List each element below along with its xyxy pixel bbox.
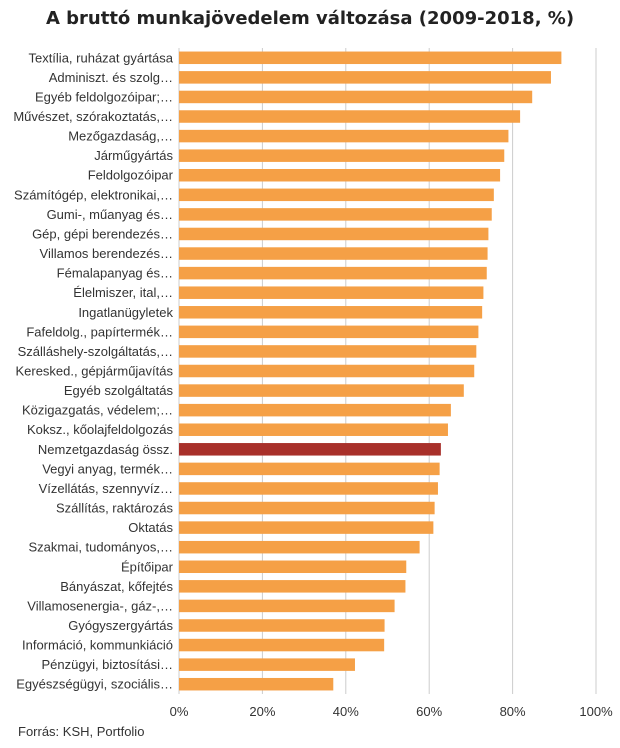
y-category-label: Adminiszt. és szolg…: [49, 70, 173, 85]
chart-title: A bruttó munkajövedelem változása (2009-…: [45, 8, 575, 29]
bar: [179, 384, 464, 397]
y-category-label: Egyészségügyi, szociális…: [16, 677, 173, 692]
y-category-label: Számítógép, elektronikai,…: [14, 187, 173, 202]
source-note: Forrás: KSH, Portfolio: [18, 724, 145, 739]
y-category-label: Egyéb szolgáltatás: [64, 383, 174, 398]
y-category-label: Építőipar: [121, 559, 174, 574]
bar: [179, 345, 477, 358]
bar: [179, 560, 407, 574]
bar: [179, 364, 475, 378]
y-category-label: Vegyi anyag, termék…: [42, 461, 173, 476]
y-category-label: Szakmai, tudományos,…: [28, 540, 173, 555]
y-category-label: Vízellátás, szennyvíz…: [39, 481, 173, 496]
x-tick-label: 80%: [500, 704, 526, 719]
bar: [179, 403, 451, 417]
bar: [179, 306, 483, 319]
bar: [179, 71, 551, 84]
bar: [179, 168, 501, 182]
y-category-label: Információ, kommunkiáció: [22, 638, 173, 653]
y-category-label: Ingatlanügyletek: [78, 305, 173, 320]
bar: [179, 286, 484, 299]
y-category-label: Mezőgazdaság,…: [68, 129, 173, 144]
y-category-label: Egyéb feldolgozóipar;…: [35, 89, 173, 104]
bar: [179, 501, 435, 515]
bar: [179, 90, 533, 104]
x-tick-label: 60%: [416, 704, 442, 719]
y-category-label: Gumi-, műanyag és…: [47, 207, 173, 222]
y-category-label: Keresked., gépjárműjavítás: [15, 364, 173, 379]
y-category-label: Élelmiszer, ital,…: [73, 285, 173, 300]
bar: [179, 521, 434, 534]
y-category-label: Gyógyszergyártás: [68, 618, 173, 633]
bar: [179, 227, 489, 241]
y-category-label: Szálláshely-szolgáltatás,…: [18, 344, 173, 359]
y-category-label: Közigazgatás, védelem;…: [22, 403, 173, 418]
bar: [179, 208, 492, 221]
y-category-label: Művészet, szórakoztatás,…: [13, 109, 173, 124]
y-category-label: Koksz., kőolajfeldolgozás: [27, 422, 173, 437]
y-category-label: Textília, ruházat gyártása: [28, 50, 173, 65]
bar: [179, 443, 441, 456]
x-tick-label: 20%: [249, 704, 275, 719]
y-category-label: Gép, gépi berendezés…: [32, 226, 173, 241]
y-category-label: Villamos berendezés…: [40, 246, 173, 261]
bar: [179, 423, 448, 436]
x-tick-label: 100%: [579, 704, 613, 719]
bar: [179, 129, 509, 143]
bar: [179, 580, 406, 593]
bar: [179, 110, 521, 123]
y-category-label: Fafeldolg., papírtermék…: [26, 324, 173, 339]
bar: [179, 325, 479, 339]
bar: [179, 658, 355, 671]
y-category-label: Nemzetgazdaság össz.: [38, 442, 173, 457]
y-category-label: Járműgyártás: [94, 148, 173, 163]
y-category-label: Szállítás, raktározás: [56, 501, 174, 516]
bar: [179, 619, 385, 632]
bar: [179, 677, 334, 691]
bar: [179, 51, 562, 65]
bar: [179, 188, 494, 202]
bar: [179, 638, 385, 652]
bar: [179, 247, 488, 260]
x-tick-label: 40%: [333, 704, 359, 719]
y-category-label: Fémalapanyag és…: [57, 266, 173, 281]
bar: [179, 149, 505, 162]
y-category-label: Oktatás: [128, 520, 173, 535]
y-category-label: Villamosenergia-, gáz-,…: [27, 598, 173, 613]
bar: [179, 462, 440, 476]
bar: [179, 540, 420, 554]
y-category-label: Feldolgozóipar: [88, 168, 174, 183]
bar: [179, 482, 438, 495]
x-tick-label: 0%: [170, 704, 189, 719]
bar: [179, 266, 487, 280]
y-category-label: Pénzügyi, biztosítási…: [41, 657, 173, 672]
y-category-label: Bányászat, kőfejtés: [60, 579, 173, 594]
bar: [179, 599, 395, 613]
